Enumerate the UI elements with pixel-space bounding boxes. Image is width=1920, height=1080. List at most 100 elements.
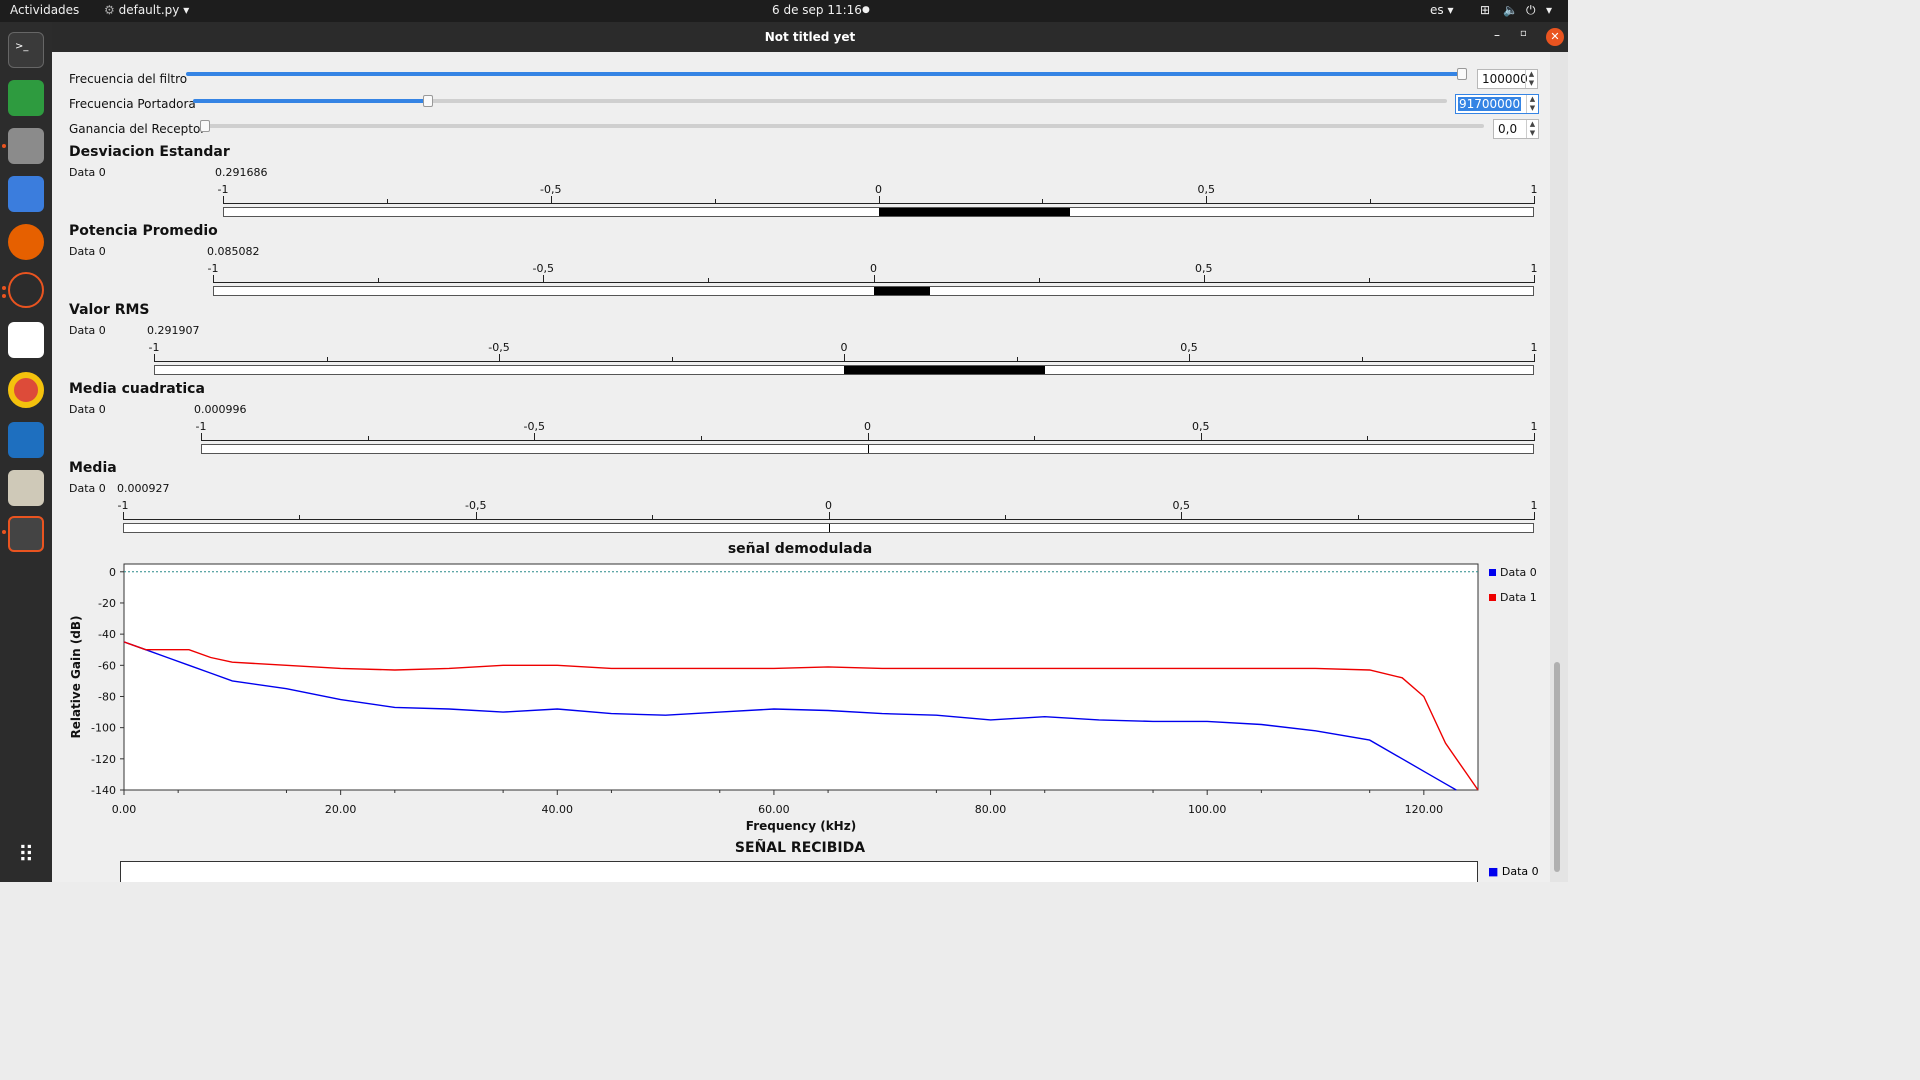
- meter-tick-mark: [201, 433, 202, 441]
- spreadsheet-icon[interactable]: [8, 80, 44, 116]
- meter-tick-mark: [1042, 199, 1044, 204]
- apps-grid-icon[interactable]: ⠿: [17, 843, 35, 868]
- chrome-icon[interactable]: [8, 372, 44, 408]
- filter-freq-slider-handle[interactable]: [1457, 68, 1467, 80]
- carrier-freq-slider-handle[interactable]: [423, 95, 433, 107]
- volume-icon[interactable]: 🔈: [1503, 3, 1518, 17]
- series-line-data-1: [123, 641, 1479, 791]
- scrollbar-thumb[interactable]: [1554, 662, 1560, 872]
- meter-bar-fill: [873, 287, 930, 295]
- meter-tick-label: 1: [1530, 262, 1538, 275]
- meter-series-label: Data 0: [69, 166, 106, 179]
- meter-tick-mark: [1357, 515, 1359, 520]
- meter-tick-mark: [652, 515, 654, 520]
- legend-swatch-icon: ■: [1488, 865, 1499, 878]
- app-menu[interactable]: ⚙ default.py ▾: [104, 3, 189, 17]
- filter-freq-spinbox[interactable]: 100000 ▲ ▼: [1477, 69, 1538, 89]
- meter-tick-label: 0,5: [1195, 262, 1213, 275]
- receiver-gain-slider-handle[interactable]: [200, 120, 210, 132]
- spin-arrows-icon[interactable]: ▲ ▼: [1526, 95, 1538, 113]
- meter-tick-mark: [1361, 357, 1363, 362]
- meter-tick-mark: [1206, 196, 1208, 204]
- carrier-freq-slider-track[interactable]: [193, 99, 1447, 103]
- meter-tick-label: -0,5: [465, 499, 487, 512]
- receiver-gain-spinbox[interactable]: 0,0 ▲ ▼: [1493, 119, 1539, 139]
- meter-tick-mark: [123, 512, 124, 520]
- screenshot-icon[interactable]: [8, 176, 44, 212]
- y-tick-label: -120: [91, 753, 116, 766]
- meter-title: Media cuadratica: [69, 381, 205, 397]
- maximize-icon[interactable]: ▫: [1520, 28, 1527, 39]
- meter-tick-mark: [1034, 436, 1036, 441]
- spin-arrows-icon[interactable]: ▲ ▼: [1526, 120, 1538, 138]
- close-icon[interactable]: ✕: [1546, 28, 1564, 46]
- x-tick-label: 100.00: [1188, 803, 1227, 816]
- meter-tick-mark: [386, 199, 388, 204]
- chevron-down-icon[interactable]: ▾: [1546, 3, 1553, 17]
- filter-freq-slider-track[interactable]: [186, 72, 1464, 76]
- meter-tick-mark: [550, 196, 552, 204]
- meter-tick-label: 0: [864, 420, 871, 433]
- meter-title: Desviacion Estandar: [69, 144, 230, 160]
- meter-tick-label: -1: [117, 499, 129, 512]
- meter-bar-fill: [867, 445, 869, 453]
- clock[interactable]: 6 de sep 11:16: [772, 3, 862, 17]
- meter-tick-mark: [671, 357, 673, 362]
- gnuradio-icon[interactable]: [8, 272, 44, 308]
- language-label: es: [1430, 3, 1444, 17]
- meter-tick-mark: [1016, 357, 1018, 362]
- meter-tick-mark: [378, 278, 380, 283]
- network-icon[interactable]: ⊞: [1480, 3, 1491, 17]
- meter-tick-label: -1: [217, 183, 229, 196]
- vertical-scrollbar[interactable]: [1550, 52, 1568, 882]
- files-icon[interactable]: [8, 128, 44, 164]
- language-indicator[interactable]: es ▾: [1430, 3, 1454, 17]
- carrier-freq-spinbox[interactable]: 91700000 ▲ ▼: [1455, 94, 1539, 114]
- meter-tick-label: 0,5: [1192, 420, 1210, 433]
- spin-arrows-icon[interactable]: ▲ ▼: [1525, 70, 1537, 88]
- legend-label: Data 0: [1500, 566, 1537, 579]
- app-icon: ⚙: [104, 3, 115, 17]
- meter-tick-mark: [367, 436, 369, 441]
- meter-tick-label: 1: [1530, 183, 1538, 196]
- terminal-icon[interactable]: >_: [8, 32, 44, 68]
- meter-value: 0.291907: [147, 324, 200, 337]
- meter-series-label: Data 0: [69, 324, 106, 337]
- y-tick-label: -60: [98, 659, 116, 672]
- meter-tick-label: 0: [825, 499, 832, 512]
- gnuradio-active-icon[interactable]: [8, 516, 44, 552]
- meter-tick-mark: [534, 433, 536, 441]
- meter-tick-mark: [708, 278, 710, 283]
- control-label: Frecuencia Portadora: [69, 97, 196, 111]
- meter-tick-label: 1: [1530, 499, 1538, 512]
- meter-tick-mark: [543, 275, 545, 283]
- meter-tick-mark: [1534, 354, 1535, 362]
- second-plot-canvas[interactable]: [120, 861, 1478, 882]
- x-tick-label: 20.00: [325, 803, 357, 816]
- power-icon[interactable]: ⏻: [1526, 3, 1536, 17]
- meter-series-label: Data 0: [69, 403, 106, 416]
- text-editor-icon[interactable]: [8, 322, 44, 358]
- writer-icon[interactable]: [8, 422, 44, 458]
- window-titlebar: Not titled yet – ▫ ✕: [52, 22, 1568, 52]
- spectrum-chart[interactable]: 0 -20 -40 -60 -80 -100 -120 -140 0.00 20.00 40.00 6…: [52, 560, 1568, 852]
- minimize-icon[interactable]: –: [1494, 28, 1500, 42]
- carrier-freq-slider-fill: [193, 99, 428, 103]
- firefox-icon[interactable]: [8, 224, 44, 260]
- legend-swatch-icon: [1489, 594, 1496, 601]
- meter-tick-mark: [1181, 512, 1183, 520]
- meter-tick-mark: [1534, 196, 1535, 204]
- meter-tick-mark: [700, 436, 702, 441]
- archive-icon[interactable]: [8, 470, 44, 506]
- meter-tick-label: -1: [195, 420, 207, 433]
- meter-bar-fill: [844, 366, 1046, 374]
- meter-tick-mark: [867, 433, 869, 441]
- activities-button[interactable]: Actividades: [10, 3, 80, 17]
- meter-series-label: Data 0: [69, 245, 106, 258]
- second-plot-legend: ■ Data 0: [1488, 865, 1539, 878]
- receiver-gain-slider-track[interactable]: [204, 124, 1484, 128]
- spinbox-value: 0,0: [1498, 122, 1518, 136]
- y-tick-label: -20: [98, 597, 116, 610]
- y-axis-label: Relative Gain (dB): [69, 615, 83, 738]
- meter-tick-mark: [499, 354, 500, 362]
